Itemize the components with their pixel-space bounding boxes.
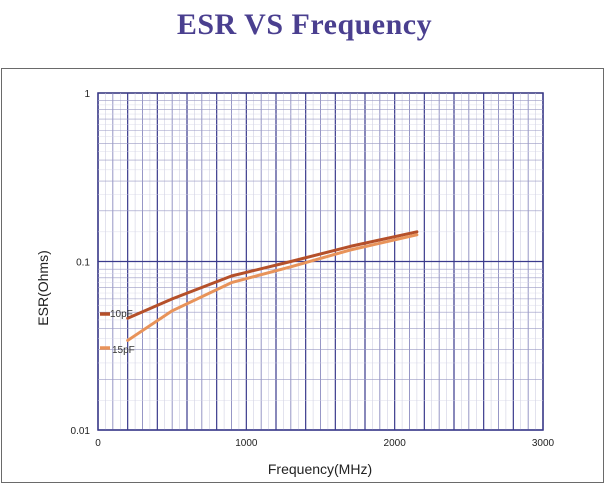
tick-labels: 0 1000 2000 3000 0.01 0.1 1 — [71, 89, 555, 449]
y-tick-label: 0.01 — [71, 426, 91, 437]
series-line-10pF — [126, 230, 419, 320]
x-tick-label: 3000 — [532, 438, 555, 449]
legend: 10pF 15pF — [100, 309, 135, 356]
y-tick-label: 1 — [84, 89, 90, 100]
legend-label-15pF: 15pF — [112, 345, 135, 356]
legend-label-10pF: 10pF — [110, 309, 133, 320]
chart-title: ESR VS Frequency — [176, 8, 433, 41]
x-tick-label: 0 — [95, 438, 101, 449]
y-tick-label: 0.1 — [76, 258, 90, 269]
x-tick-label: 1000 — [235, 438, 258, 449]
series-lines — [126, 230, 419, 342]
y-axis-label: ESR(Ohms) — [35, 250, 51, 325]
x-tick-label: 2000 — [384, 438, 407, 449]
plot-grid — [97, 92, 544, 431]
series-line-15pF — [126, 233, 419, 342]
x-axis-label: Frequency(MHz) — [268, 461, 372, 477]
